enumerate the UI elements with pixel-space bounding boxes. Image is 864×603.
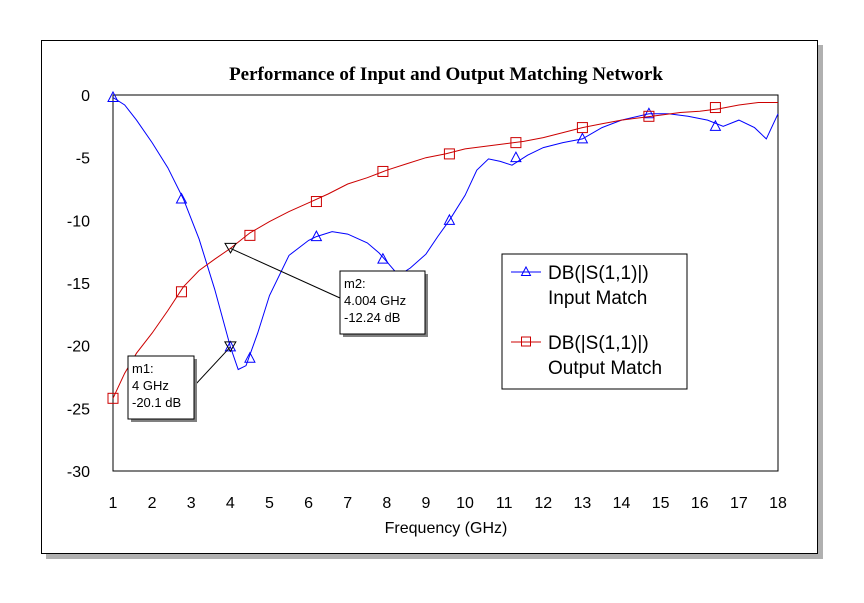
legend-series-1-subname: Input Match: [548, 288, 647, 309]
output-match-point: [709, 102, 721, 114]
x-tick-label: 13: [574, 495, 592, 512]
y-tick-label: -20: [67, 339, 90, 356]
x-tick-label: 2: [148, 495, 157, 512]
legend-triangle-icon: [520, 265, 532, 276]
input-match-point: [310, 230, 323, 242]
x-tick-label: 12: [534, 495, 552, 512]
input-match-point: [709, 119, 722, 131]
marker-triangle-icon: [223, 341, 237, 353]
input-match-point: [643, 107, 655, 119]
input-match-point: [377, 252, 389, 264]
x-axis-label: Frequency (GHz): [385, 520, 508, 537]
marker-leader-line: [194, 346, 231, 386]
marker-m1-text: 4 GHz: [132, 378, 169, 393]
output-match-point: [107, 392, 119, 404]
x-tick-label: 8: [382, 495, 391, 512]
y-tick-label: 0: [81, 88, 90, 105]
output-match-point: [244, 229, 256, 241]
y-tick-label: -10: [67, 213, 90, 230]
marker-m1-text: m1:: [132, 361, 154, 376]
output-match-point: [175, 286, 187, 298]
x-tick-label: 6: [304, 495, 313, 512]
input-match-point: [244, 351, 256, 363]
y-tick-label: -15: [67, 276, 90, 293]
input-match-point: [175, 192, 188, 204]
y-axis-ticks: 0 -5 -10 -15 -20 -25 -30: [67, 88, 90, 481]
x-tick-label: 7: [343, 495, 352, 512]
x-tick-label: 3: [187, 495, 196, 512]
legend-series-1-name: DB(|S(1,1)|): [548, 263, 649, 284]
output-match-point: [377, 165, 389, 177]
chart-title: Performance of Input and Output Matching…: [229, 64, 663, 85]
legend: DB(|S(1,1)|) Input Match DB(|S(1,1)|) Ou…: [501, 253, 688, 390]
x-tick-label: 10: [456, 495, 474, 512]
output-match-point: [443, 148, 455, 160]
marker-m2-text: 4.004 GHz: [344, 293, 406, 308]
marker-box: [127, 355, 195, 420]
x-tick-label: 4: [226, 495, 235, 512]
output-match-point: [576, 122, 588, 134]
plot-area: [112, 94, 779, 472]
output-match-point: [510, 137, 522, 149]
output-match-point: [643, 110, 655, 122]
marker-m2-text: m2:: [344, 276, 366, 291]
input-match-line: [112, 97, 779, 371]
marker-m1-text: -20.1 dB: [132, 395, 181, 410]
x-axis-ticks: 1 2 3 4 5 6 7 8 9 10 11 12 13 14 15 16 17 18: [109, 495, 787, 512]
x-tick-label: 14: [613, 495, 631, 512]
input-match-point: [443, 213, 456, 225]
x-tick-label: 9: [421, 495, 430, 512]
marker-m2-text: -12.24 dB: [344, 310, 400, 325]
marker-box: [339, 270, 426, 335]
x-tick-label: 18: [769, 495, 787, 512]
legend-series-2-name: DB(|S(1,1)|): [548, 333, 649, 354]
chart-frame: [41, 40, 818, 554]
marker-triangle-icon: [224, 242, 237, 254]
marker-leader-line: [230, 247, 341, 299]
marker-annotations: m1: 4 GHz -20.1 dB m2: 4.004 GHz -12.24 dB: [127, 242, 428, 422]
input-match-point: [510, 151, 522, 163]
x-tick-label: 5: [265, 495, 274, 512]
x-tick-label: 17: [730, 495, 748, 512]
x-tick-label: 11: [496, 495, 513, 512]
input-match-point: [107, 90, 119, 103]
y-tick-label: -25: [67, 401, 90, 418]
output-match-line: [112, 102, 778, 399]
x-tick-label: 1: [109, 495, 118, 512]
x-tick-label: 16: [691, 495, 709, 512]
legend-box: [501, 253, 688, 390]
output-match-point: [310, 196, 322, 208]
x-tick-label: 15: [652, 495, 670, 512]
input-match-point: [576, 132, 589, 144]
legend-series-2-subname: Output Match: [548, 358, 662, 379]
y-tick-label: -30: [67, 464, 90, 481]
legend-square-icon: [521, 336, 531, 347]
y-tick-label: -5: [76, 151, 90, 168]
